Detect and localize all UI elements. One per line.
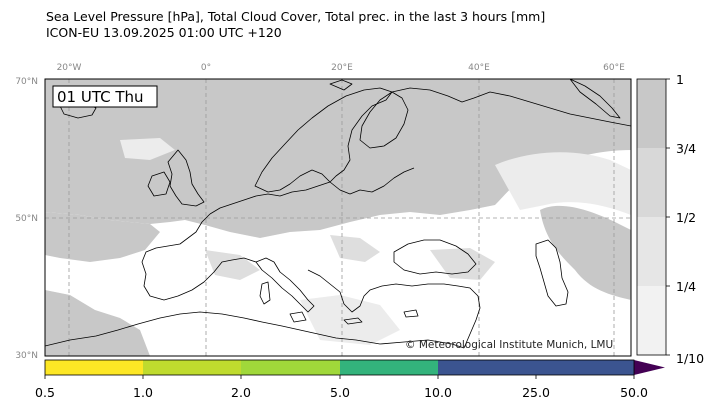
lat-tick-label: 70°N [15,77,38,87]
time-label-box: 01 UTC Thu [52,85,158,108]
cloud-cover-field [45,79,631,356]
lat-tick-label: 50°N [15,214,38,224]
lat-tick-label: 30°N [15,351,38,361]
cloud-bar-segment [637,148,666,217]
lon-tick-labels: 20°W 0° 20°E 40°E 60°E [57,63,626,73]
time-label: 01 UTC Thu [57,88,144,106]
precip-tick-label: 50.0 [620,385,648,400]
precip-bar-segment [45,360,143,375]
precip-bar-extend-arrow [634,360,665,375]
cloud-bar-segment [637,217,666,286]
precip-bar-segment [438,360,536,375]
lon-tick-label: 0° [201,63,211,73]
map-panel: 01 UTC Thu © Meteorological Institute Mu… [45,79,631,356]
cloud-tick-label: 1/10 [676,351,704,366]
lon-tick-label: 60°E [603,63,625,73]
precip-tick-label: 1.0 [133,385,153,400]
precip-bar-segment [241,360,340,375]
precip-tick-label: 0.5 [35,385,55,400]
lon-tick-label: 40°E [468,63,490,73]
cloud-bar-segment [637,79,666,148]
cloud-tick-label: 1 [676,72,684,87]
cloud-cover-colorbar: 1 3/4 1/2 1/4 1/10 [636,72,704,366]
map-frame [44,78,632,357]
precip-colorbar: 0.5 1.0 2.0 5.0 10.0 25.0 50.0 [35,359,665,400]
precip-bar-segment [143,360,241,375]
chart-title-line2: ICON-EU 13.09.2025 01:00 UTC +120 [46,25,282,40]
precip-tick-label: 2.0 [231,385,251,400]
copyright-label: © Meteorological Institute Munich, LMU [405,339,613,351]
precip-bar-segment [536,360,634,375]
cloud-bar-segment [637,286,666,355]
lon-tick-label: 20°W [57,63,82,73]
lon-tick-label: 20°E [331,63,353,73]
lat-tick-labels: 70°N 50°N 30°N [15,77,38,361]
cloud-tick-label: 1/2 [676,210,696,225]
cloud-tick-label: 1/4 [676,279,696,294]
precip-bar-segment [340,360,438,375]
coastlines [45,79,631,349]
cloud-tick-label: 3/4 [676,141,696,156]
precip-tick-label: 10.0 [424,385,452,400]
precip-tick-label: 25.0 [522,385,550,400]
chart-title-line1: Sea Level Pressure [hPa], Total Cloud Co… [46,9,546,24]
precip-tick-label: 5.0 [330,385,350,400]
